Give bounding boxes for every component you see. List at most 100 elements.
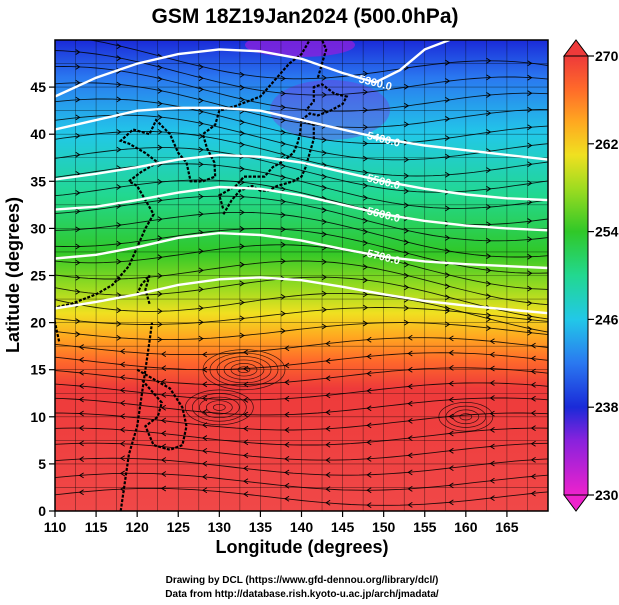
wind-arrow bbox=[284, 362, 290, 369]
wind-arrow bbox=[160, 430, 167, 437]
wind-arrow bbox=[75, 288, 81, 295]
chart-title: GSM 18Z19Jan2024 (500.0hPa) bbox=[151, 5, 458, 28]
wind-arrow bbox=[407, 452, 413, 459]
wind-arrow bbox=[362, 264, 369, 270]
wind-arrow bbox=[321, 323, 327, 330]
wind-arrow bbox=[489, 460, 495, 467]
wind-arrow bbox=[119, 413, 125, 420]
wind-arrow bbox=[280, 174, 286, 181]
streamline bbox=[55, 244, 548, 290]
wind-arrow bbox=[198, 193, 204, 200]
wind-arrow bbox=[119, 361, 125, 368]
wind-arrow bbox=[448, 447, 454, 454]
wind-arrow bbox=[362, 155, 369, 162]
wind-arrow bbox=[404, 202, 410, 209]
wind-arrow bbox=[407, 502, 413, 508]
coastline bbox=[300, 83, 349, 121]
wind-arrow bbox=[239, 130, 245, 137]
wind-arrow bbox=[116, 258, 122, 265]
wind-arrow bbox=[486, 316, 492, 323]
coastline bbox=[136, 368, 188, 451]
wind-arrow bbox=[448, 499, 454, 506]
wind-arrow bbox=[362, 140, 369, 147]
wind-arrow bbox=[284, 379, 290, 386]
northern-cold-patch bbox=[245, 40, 355, 57]
height-contour bbox=[55, 40, 450, 98]
wind-arrow bbox=[448, 482, 454, 489]
wind-arrow bbox=[445, 283, 451, 290]
y-tick-label: 10 bbox=[30, 409, 46, 425]
wind-arrow bbox=[116, 222, 122, 228]
wind-arrow bbox=[157, 179, 163, 185]
coastline bbox=[136, 274, 151, 305]
wind-arrow bbox=[362, 70, 369, 77]
wind-arrow bbox=[407, 417, 413, 424]
wind-arrow bbox=[321, 92, 327, 98]
wind-arrow bbox=[280, 152, 286, 158]
wind-arrow bbox=[362, 169, 369, 176]
wind-arrow bbox=[280, 104, 286, 111]
wind-arrow bbox=[407, 485, 413, 492]
y-tick-label: 40 bbox=[30, 126, 46, 142]
wind-arrow bbox=[530, 342, 536, 349]
wind-arrow bbox=[119, 374, 125, 381]
wind-arrow bbox=[157, 235, 163, 242]
wind-arrow bbox=[445, 78, 451, 84]
wind-arrow bbox=[243, 349, 249, 356]
wind-arrow bbox=[116, 334, 122, 341]
wind-arrow bbox=[486, 110, 492, 117]
colorbar-tick-label: 230 bbox=[595, 487, 619, 503]
wind-arrow bbox=[486, 293, 492, 300]
y-tick-label: 25 bbox=[30, 268, 46, 284]
coastline bbox=[119, 322, 154, 511]
wind-arrow bbox=[78, 357, 84, 363]
streamline bbox=[55, 228, 548, 274]
wind-streamlines bbox=[55, 40, 548, 508]
wind-arrow bbox=[202, 409, 208, 415]
wind-arrow bbox=[321, 274, 327, 281]
wind-arrow bbox=[157, 76, 163, 82]
streamline bbox=[55, 382, 548, 401]
wind-arrow bbox=[198, 86, 204, 93]
wind-arrow bbox=[116, 55, 122, 62]
wind-arrow bbox=[78, 410, 84, 417]
wind-arrow bbox=[280, 198, 286, 205]
wind-arrow bbox=[198, 75, 204, 82]
wind-arrow bbox=[116, 321, 122, 327]
wind-arrow bbox=[78, 456, 84, 462]
wind-arrow bbox=[78, 383, 84, 389]
wind-arrow bbox=[362, 277, 369, 284]
wind-arrow bbox=[284, 455, 290, 462]
wind-arrow bbox=[239, 71, 245, 78]
wind-arrow bbox=[530, 368, 536, 375]
wind-arrow bbox=[527, 236, 533, 243]
colorbar-scale bbox=[563, 55, 589, 496]
wind-arrow bbox=[527, 74, 533, 81]
wind-arrow bbox=[157, 100, 163, 107]
wind-arrow bbox=[489, 351, 495, 358]
wind-arrow bbox=[489, 338, 495, 345]
wind-arrow bbox=[527, 106, 533, 113]
wind-arrow bbox=[116, 43, 122, 50]
wind-arrow bbox=[116, 129, 122, 135]
wind-arrow bbox=[527, 161, 533, 168]
wind-arrow bbox=[486, 267, 492, 274]
wind-arrow bbox=[486, 129, 492, 135]
wind-arrow bbox=[78, 489, 84, 496]
wind-arrow bbox=[407, 334, 413, 341]
wind-arrow bbox=[445, 153, 451, 160]
wind-arrow bbox=[198, 335, 204, 342]
wind-arrow bbox=[486, 74, 492, 81]
wind-arrow bbox=[445, 96, 451, 103]
wind-arrow bbox=[198, 319, 204, 326]
eddy-streamline bbox=[216, 356, 272, 384]
wind-arrow bbox=[530, 490, 536, 497]
wind-arrow bbox=[280, 226, 286, 233]
wind-arrow bbox=[202, 447, 208, 454]
wind-arrow bbox=[325, 425, 331, 432]
wind-arrow bbox=[362, 124, 369, 131]
eddy-streamline bbox=[452, 409, 480, 425]
wind-arrow bbox=[280, 310, 286, 317]
wind-arrow bbox=[75, 114, 81, 121]
wind-arrow bbox=[75, 259, 81, 266]
